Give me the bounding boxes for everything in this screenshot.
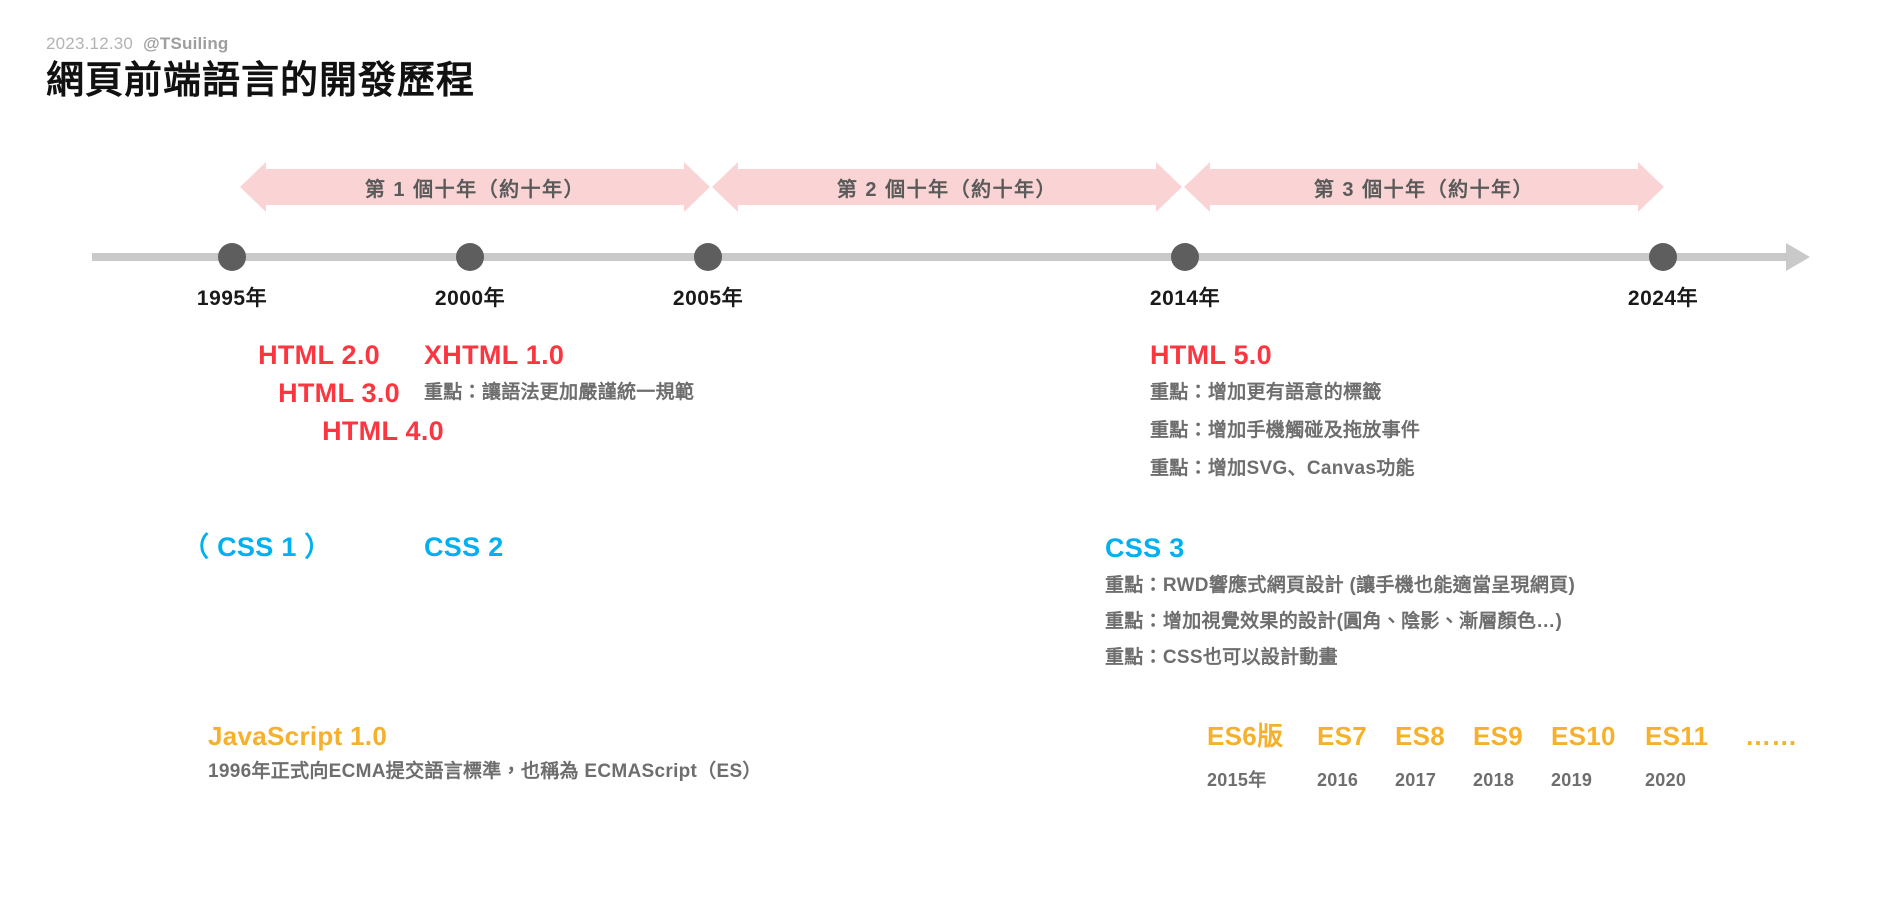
javascript-1-0-label: JavaScript 1.0	[208, 721, 388, 751]
es-version-5: ES10	[1551, 721, 1616, 751]
css3-note-3: 重點：CSS也可以設計動畫	[1105, 647, 1338, 668]
xhtml-group-2000: XHTML 1.0 重點：讓語法更加嚴謹統一規範	[424, 336, 694, 412]
header: 2023.12.30 @TSuiling 網頁前端語言的開發歷程	[46, 34, 475, 104]
html-versions-1995: HTML 2.0 HTML 3.0 HTML 4.0	[150, 336, 444, 450]
decade-arrow-2: 第 2 個十年（約十年）	[712, 162, 1182, 212]
css-1-label: （ CSS 1 ）	[182, 532, 332, 562]
decade-label-3: 第 3 個十年（約十年）	[1313, 178, 1535, 201]
timeline-dot-2014	[1171, 243, 1199, 271]
timeline-axis-arrowhead-icon	[1786, 243, 1810, 271]
timeline-year-2024: 2024年	[1627, 287, 1699, 310]
css3-note-2: 重點：增加視覺效果的設計(圓角、陰影、漸層顏色…)	[1105, 611, 1563, 632]
decade-arrow-3: 第 3 個十年（約十年）	[1184, 162, 1664, 212]
xhtml-1-0-label: XHTML 1.0	[424, 340, 565, 370]
page-title: 網頁前端語言的開發歷程	[46, 60, 476, 102]
es-version-more: ……	[1745, 721, 1798, 751]
timeline-dot-1995	[218, 243, 246, 271]
timeline-year-2014: 2014年	[1149, 287, 1221, 310]
es-version-3: ES8	[1395, 721, 1446, 751]
ecmascript-versions-row: ES6版 ES7 ES8 ES9 ES10 ES11 ……	[1207, 716, 1798, 753]
xhtml-note: 重點：讓語法更加嚴謹統一規範	[424, 382, 695, 403]
html5-note-3: 重點：增加SVG、Canvas功能	[1150, 458, 1415, 479]
byline-date: 2023.12.30	[46, 34, 134, 53]
decade-label-1: 第 1 個十年（約十年）	[364, 178, 586, 201]
html-3-0-label: HTML 3.0	[278, 378, 400, 408]
javascript-group: JavaScript 1.0 1996年正式向ECMA提交語言標準，也稱為 EC…	[208, 718, 762, 790]
es-year-6: 2020	[1645, 770, 1687, 790]
decade-label-2: 第 2 個十年（約十年）	[836, 178, 1058, 201]
html5-note-1: 重點：增加更有語意的標籤	[1150, 382, 1382, 403]
timeline-year-2005: 2005年	[672, 287, 744, 310]
es-year-2: 2016	[1317, 770, 1359, 790]
css-2-label: CSS 2	[424, 532, 504, 562]
css1-group: （ CSS 1 ）	[182, 528, 332, 566]
timeline-dot-2000	[456, 243, 484, 271]
es-year-3: 2017	[1395, 770, 1437, 790]
html5-group-2014: HTML 5.0 重點：增加更有語意的標籤 重點：增加手機觸碰及拖放事件 重點：…	[1150, 336, 1420, 488]
css-3-label: CSS 3	[1105, 533, 1185, 563]
ecmascript-years-row: 2015年 2016 2017 2018 2019 2020	[1207, 766, 1745, 792]
es-year-4: 2018	[1473, 770, 1515, 790]
html-2-0-label: HTML 2.0	[258, 340, 380, 370]
es-year-5: 2019	[1551, 770, 1593, 790]
javascript-note: 1996年正式向ECMA提交語言標準，也稱為 ECMAScript（ES）	[208, 761, 762, 782]
byline: 2023.12.30 @TSuiling	[46, 34, 475, 54]
timeline-axis-line	[92, 253, 1790, 261]
html-4-0-label: HTML 4.0	[322, 416, 444, 446]
es-version-2: ES7	[1317, 721, 1368, 751]
es-version-6: ES11	[1645, 721, 1709, 751]
es-version-4: ES9	[1473, 721, 1524, 751]
timeline-dot-2005	[694, 243, 722, 271]
html5-note-2: 重點：增加手機觸碰及拖放事件	[1150, 420, 1421, 441]
timeline-year-1995: 1995年	[196, 287, 268, 310]
byline-handle: @TSuiling	[143, 34, 229, 53]
css2-group: CSS 2	[424, 528, 504, 566]
css3-note-1: 重點：RWD響應式網頁設計 (讓手機也能適當呈現網頁)	[1105, 575, 1576, 596]
timeline-year-2000: 2000年	[434, 287, 506, 310]
css3-group: CSS 3 重點：RWD響應式網頁設計 (讓手機也能適當呈現網頁) 重點：增加視…	[1105, 528, 1575, 676]
es-version-1: ES6版	[1207, 721, 1284, 751]
decade-arrow-1: 第 1 個十年（約十年）	[240, 162, 710, 212]
html-5-0-label: HTML 5.0	[1150, 340, 1272, 370]
es-year-1: 2015年	[1207, 770, 1267, 790]
timeline-dot-2024	[1649, 243, 1677, 271]
